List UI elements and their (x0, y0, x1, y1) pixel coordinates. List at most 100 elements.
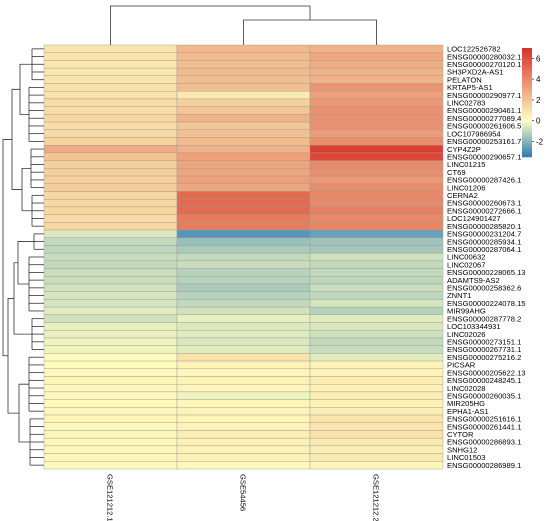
dendrogram-branch (2, 139, 12, 357)
heatmap-cell (309, 337, 444, 346)
row-label: SNHG12 (447, 445, 477, 454)
heatmap-cell (176, 168, 311, 177)
colorbar-segment (522, 147, 532, 151)
heatmap-cell (176, 160, 311, 169)
row-label: ENSG00000272666.1 (447, 206, 521, 215)
heatmap-cell (43, 399, 178, 408)
colorbar-segment (522, 67, 532, 71)
heatmap-cell (176, 360, 311, 369)
row-label: ENSG00000261441.1 (447, 422, 521, 431)
row-label: ENSG00000248245.1 (447, 376, 521, 385)
row-label: LINC02783 (447, 99, 485, 108)
colorbar-segment (522, 117, 532, 120)
row-label: MIR99AHG (447, 307, 486, 316)
colorbar-segment (522, 149, 532, 152)
row-label: CYTOR (447, 430, 474, 439)
heatmap-cell (43, 191, 178, 200)
colorbar-tick-label: -2 (536, 137, 544, 146)
colorbar-segment (522, 118, 532, 121)
colorbar-segment (522, 95, 532, 98)
heatmap-cell (309, 345, 444, 354)
colorbar-segment (522, 73, 532, 76)
heatmap-cell (43, 214, 178, 223)
heatmap-cell (43, 353, 178, 362)
colorbar-segment (522, 109, 532, 112)
heatmap-cell (43, 314, 178, 323)
heatmap-cell (176, 145, 311, 154)
heatmap-cell (309, 322, 444, 331)
row-label: PICSAR (447, 361, 476, 370)
heatmap-cell (176, 252, 311, 262)
heatmap-cell (176, 152, 311, 161)
heatmap-cell (43, 306, 178, 316)
heatmap-cell (43, 60, 178, 69)
row-label: ENSG00000260673.1 (447, 199, 521, 208)
heatmap-cell (43, 44, 178, 53)
row-label: LOC122526782 (447, 45, 501, 54)
dendrogram-branch (18, 383, 30, 443)
colorbar-segment (522, 89, 532, 92)
colorbar-segment (522, 138, 532, 141)
heatmap-cells (43, 44, 444, 470)
row-label: LINC02067 (447, 260, 485, 269)
heatmap-cell (176, 67, 311, 77)
row-label: CT69 (447, 168, 466, 177)
heatmap-cell (309, 152, 444, 161)
heatmap-cell (43, 245, 178, 254)
dendrogram-branch (17, 241, 34, 285)
column-labels: GSE121212.1 GSE54456 GSE121212.2 (106, 474, 381, 521)
heatmap-cell (43, 384, 178, 393)
colorbar-segment (522, 62, 532, 65)
heatmap-cell (176, 129, 311, 138)
row-label: LOC124901427 (447, 214, 501, 223)
heatmap-cell (43, 252, 178, 262)
colorbar-segment (522, 111, 532, 114)
heatmap-cell (309, 168, 444, 177)
heatmap-cell (176, 206, 311, 215)
heatmap-cell (43, 98, 178, 107)
heatmap-cell (309, 276, 444, 285)
heatmap-cell (309, 399, 444, 408)
heatmap-cell (43, 445, 178, 454)
colorbar-segment (522, 51, 532, 54)
heatmap-cell (309, 368, 444, 377)
heatmap-cell (309, 461, 444, 470)
heatmap-cell (43, 106, 178, 115)
heatmap-cell (309, 237, 444, 246)
colorbar-segment (522, 151, 532, 154)
heatmap-cell (309, 245, 444, 254)
heatmap-cell (309, 376, 444, 385)
heatmap-cell (309, 252, 444, 262)
colorbar-segment (522, 133, 532, 136)
row-label: LINC02028 (447, 384, 485, 393)
dendrogram-branch (11, 88, 22, 190)
heatmap-cell (309, 75, 444, 84)
column-label: GSE121212.1 (106, 474, 115, 521)
dendrogram-branch (243, 19, 377, 45)
heatmap-cell (309, 67, 444, 77)
heatmap-cell (176, 414, 311, 423)
row-label: ENSG00000205622.13 (447, 368, 526, 377)
row-label: LINC02026 (447, 330, 485, 339)
heatmap-cell (43, 114, 178, 123)
heatmap-cell (43, 368, 178, 377)
colorbar-segment (522, 98, 532, 101)
heatmap-cell (43, 283, 178, 292)
row-label: ENSG00000253161.7 (447, 137, 521, 146)
row-label: CERNA2 (447, 191, 478, 200)
heatmap-cell (309, 407, 444, 416)
heatmap-cell (43, 52, 178, 61)
heatmap-cell (43, 137, 178, 146)
colorbar-segment (522, 97, 532, 100)
heatmap-cell (176, 83, 311, 92)
heatmap-cell (309, 430, 444, 439)
heatmap-cell (176, 114, 311, 123)
colorbar-segment (522, 137, 532, 140)
colorbar-segment (522, 113, 532, 116)
row-label: ENSG00000287064.1 (447, 245, 521, 254)
dendrogram-branch (21, 167, 32, 212)
colorbar-segment (522, 120, 532, 123)
colorbar-segment (522, 144, 532, 147)
row-dendrogram (2, 48, 44, 466)
